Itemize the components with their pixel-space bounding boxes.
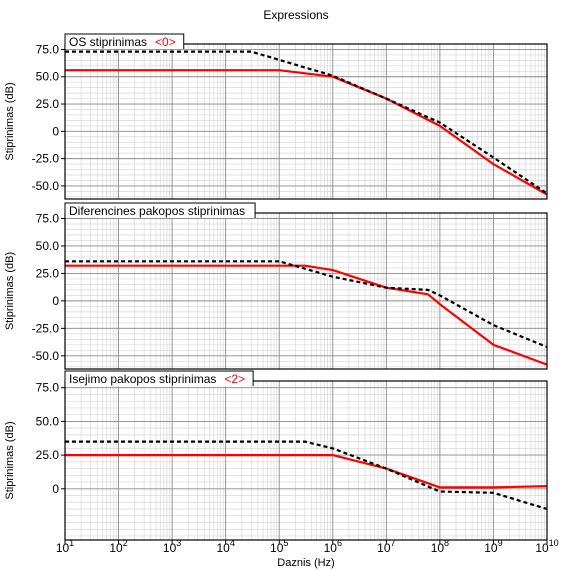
- y-tick-label: -50.0: [32, 349, 60, 363]
- panel-label: Diferencines pakopos stiprinimas: [69, 204, 245, 218]
- panel-label-tab: Diferencines pakopos stiprinimas: [64, 202, 256, 218]
- y-axis-label: Stiprinimas (dB): [4, 82, 16, 160]
- x-axis: 101 102 103 104 105 106 107 108 109 1010: [56, 538, 559, 555]
- solid-series-line: [65, 454, 548, 489]
- y-tick-label: -25.0: [32, 321, 60, 335]
- solid-series-line: [65, 264, 548, 366]
- panel-index-label: <0>: [155, 35, 176, 49]
- x-tick-label: 105: [270, 538, 288, 555]
- panel-label-tab: Isejimo pakopos stiprinimas <2>: [64, 370, 254, 386]
- y-tick-label: 50.0: [36, 239, 60, 253]
- x-tick-label: 106: [324, 538, 342, 555]
- x-tick-label: 103: [163, 538, 181, 555]
- panel-1: 75.0 50.0 25.0 0 -25.0 -50.0 Stiprinimas (dB) D…: [4, 202, 548, 370]
- y-tick-label: -50.0: [32, 179, 60, 193]
- panel-0: 75.0 50.0 25.0 0 -25.0 -50.0 Stiprinimas (dB) O…: [4, 33, 548, 200]
- panel-label-tab: OS stiprinimas <0>: [64, 33, 185, 49]
- y-tick-label: -25.0: [32, 152, 60, 166]
- y-axis: 75.0 50.0 25.0 0: [36, 381, 65, 496]
- panel-label: OS stiprinimas: [69, 35, 147, 49]
- x-tick-label: 101: [56, 538, 74, 555]
- dashed-series-line: [65, 50, 548, 195]
- panel-2: 75.0 50.0 25.0 0 Stiprinimas (dB) Isejimo pak…: [4, 370, 548, 541]
- y-tick-label: 0: [52, 124, 59, 138]
- y-tick-label: 0: [52, 482, 59, 496]
- y-tick-label: 25.0: [36, 266, 60, 280]
- plot-frame: [64, 380, 548, 541]
- y-axis-label: Stiprinimas (dB): [4, 421, 16, 499]
- y-axis-label: Stiprinimas (dB): [4, 252, 16, 330]
- y-axis: 75.0 50.0 25.0 0 -25.0 -50.0: [32, 211, 65, 363]
- y-tick-label: 25.0: [36, 448, 60, 462]
- major-grid: [64, 213, 548, 369]
- y-tick-label: 75.0: [36, 211, 60, 225]
- y-tick-label: 0: [52, 294, 59, 308]
- x-tick-label: 107: [377, 538, 395, 555]
- chart-title: Expressions: [263, 8, 328, 22]
- y-axis: 75.0 50.0 25.0 0 -25.0 -50.0: [32, 42, 65, 193]
- panel-label-box: [64, 370, 254, 386]
- dashed-series-line: [65, 440, 548, 511]
- panel-label-box: [64, 33, 185, 49]
- x-tick-label: 108: [431, 538, 449, 555]
- x-tick-label: 104: [216, 538, 234, 555]
- plot-area: [65, 381, 547, 540]
- panel-label: Isejimo pakopos stiprinimas: [69, 372, 216, 386]
- panel-label-box: [64, 202, 256, 218]
- x-tick-label: 1010: [535, 538, 558, 555]
- y-tick-label: 75.0: [36, 381, 60, 395]
- y-tick-label: 50.0: [36, 70, 60, 84]
- x-tick-label: 102: [109, 538, 127, 555]
- y-tick-label: 50.0: [36, 414, 60, 428]
- x-tick-label: 109: [484, 538, 502, 555]
- y-tick-label: 75.0: [36, 42, 60, 56]
- panels-group: 75.0 50.0 25.0 0 -25.0 -50.0 Stiprinimas (dB) O…: [4, 33, 548, 541]
- plot-frame: [64, 43, 548, 200]
- plot-area: [65, 44, 547, 199]
- x-axis-label: Daznis (Hz): [277, 557, 334, 569]
- plot-frame: [64, 212, 548, 370]
- y-tick-label: 25.0: [36, 97, 60, 111]
- plot-area: [65, 213, 547, 369]
- panel-index-label: <2>: [224, 372, 245, 386]
- dashed-series-line: [65, 260, 548, 349]
